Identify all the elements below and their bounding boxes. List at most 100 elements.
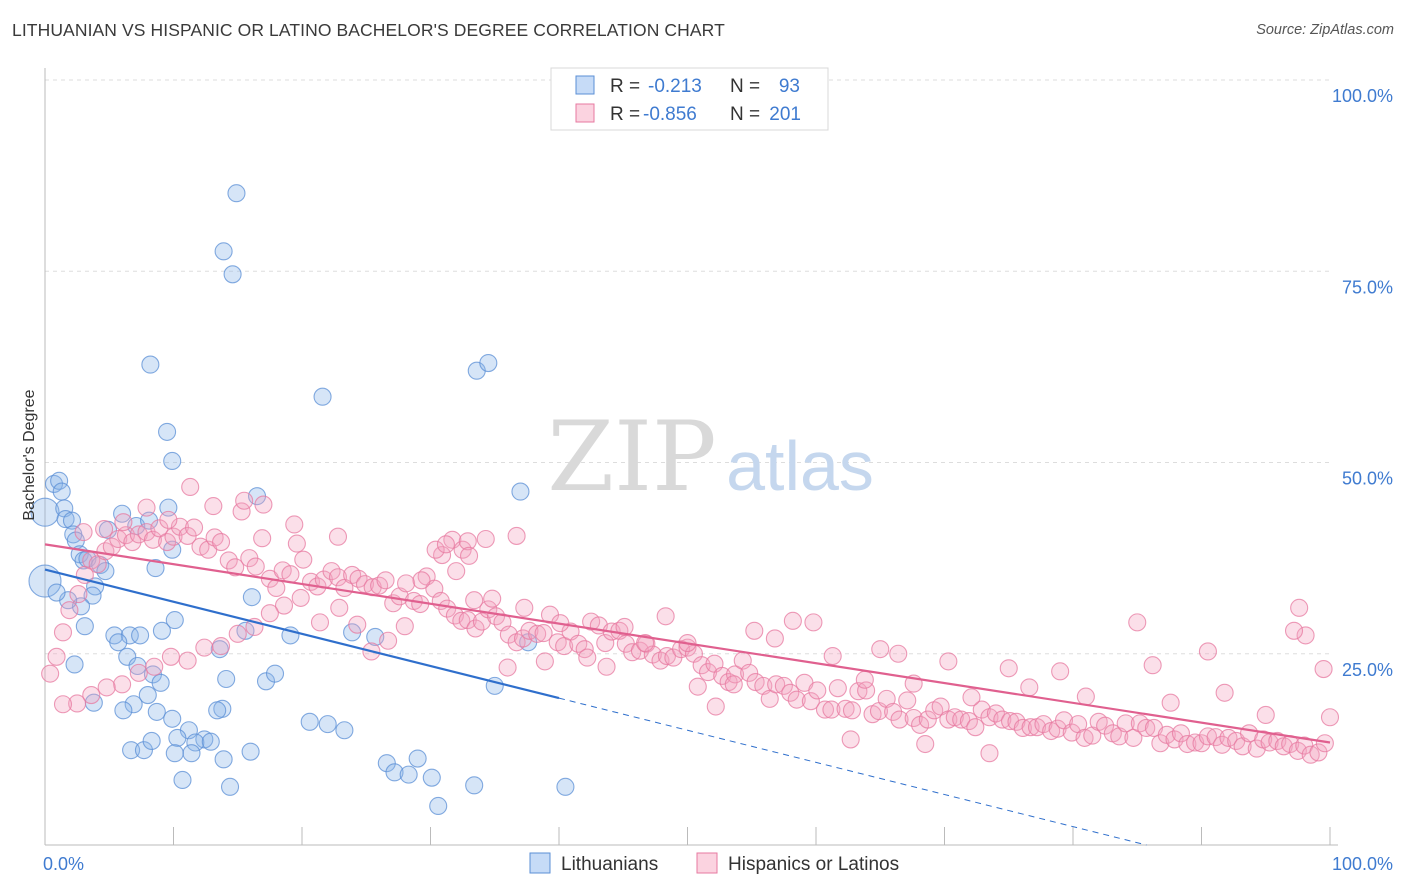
point-hispanics-222 (615, 617, 634, 637)
watermark-zip: ZIP (547, 401, 716, 513)
trend-line-lithuanians-extension (558, 697, 1147, 846)
point-hispanics-136 (972, 700, 991, 719)
point-hispanics-135 (966, 718, 985, 737)
point-lithuanians-75 (422, 768, 441, 787)
point-hispanics-264 (328, 527, 348, 546)
trend-line-lithuanians (44, 568, 560, 700)
point-hispanics-192 (1256, 705, 1275, 725)
point-hispanics-221 (636, 633, 655, 653)
point-lithuanians-50 (182, 744, 201, 763)
point-hispanics-4 (69, 585, 88, 604)
series-legend: Lithuanians Hispanics or Latinos (529, 852, 899, 875)
point-lithuanians-42 (114, 701, 133, 720)
point-hispanics-62 (466, 619, 485, 638)
point-hispanics-262 (459, 546, 479, 565)
point-lithuanians-3 (50, 471, 69, 490)
point-hispanics-230 (465, 591, 484, 610)
point-hispanics-102 (740, 663, 759, 682)
point-lithuanians-36 (118, 647, 137, 666)
point-lithuanians-33 (152, 621, 171, 640)
point-hispanics-26 (219, 551, 238, 570)
point-lithuanians-32 (131, 626, 150, 645)
stats-r-label-0: R = (610, 76, 640, 97)
point-hispanics-12 (123, 533, 142, 552)
point-lithuanians-21 (65, 655, 84, 674)
point-lithuanians-46 (168, 728, 187, 747)
point-hispanics-108 (781, 683, 800, 702)
point-hispanics-244 (228, 624, 247, 643)
point-hispanics-106 (767, 675, 786, 694)
point-lithuanians-67 (318, 715, 337, 734)
point-lithuanians-87 (214, 242, 233, 261)
stats-r-value-0: -0.213 (648, 76, 702, 97)
point-lithuanians-76 (429, 796, 448, 816)
point-hispanics-218 (688, 677, 707, 696)
stats-n-value-1: 201 (769, 104, 801, 125)
point-lithuanians-57 (220, 777, 240, 796)
point-lithuanians-1 (28, 564, 62, 598)
point-hispanics-195 (1161, 693, 1180, 712)
y-tick-label-0: 25.0% (1342, 660, 1393, 680)
point-lithuanians-28 (146, 559, 165, 578)
point-hispanics-231 (447, 562, 466, 581)
point-hispanics-193 (1215, 683, 1234, 702)
point-hispanics-18 (164, 527, 183, 546)
point-lithuanians-68 (335, 721, 354, 740)
point-hispanics-37 (294, 550, 313, 569)
x-tick-label-1: 100.0% (1332, 854, 1393, 874)
point-hispanics-15 (143, 530, 162, 549)
point-hispanics-35 (281, 565, 300, 584)
stats-r-value-1: -0.856 (643, 104, 697, 125)
point-lithuanians-66 (300, 712, 319, 731)
stats-n-label-1: N = (730, 104, 760, 125)
point-hispanics-0 (41, 664, 60, 683)
point-hispanics-233 (412, 571, 431, 590)
point-lithuanians-84 (141, 355, 160, 374)
point-hispanics-211 (823, 646, 842, 666)
point-hispanics-190 (1290, 598, 1309, 617)
point-lithuanians-89 (227, 184, 246, 203)
point-hispanics-253 (82, 686, 101, 705)
point-hispanics-166 (1178, 734, 1197, 754)
point-hispanics-60 (452, 611, 471, 630)
point-lithuanians-88 (223, 265, 242, 284)
point-hispanics-3 (60, 601, 79, 620)
point-hispanics-268 (204, 497, 223, 516)
point-lithuanians-73 (408, 749, 427, 768)
point-hispanics-201 (999, 659, 1018, 678)
point-hispanics-30 (246, 557, 265, 576)
point-hispanics-214 (765, 629, 784, 648)
point-hispanics-100 (725, 665, 745, 684)
point-lithuanians-49 (201, 732, 220, 751)
point-hispanics-257 (426, 540, 445, 559)
point-hispanics-234 (395, 617, 414, 636)
point-lithuanians-51 (165, 744, 184, 763)
stats-legend-box (550, 67, 829, 131)
point-hispanics-169 (1198, 727, 1217, 746)
point-hispanics-239 (310, 613, 330, 632)
point-lithuanians-85 (158, 422, 177, 441)
source-label: Source: ZipAtlas.com (1256, 22, 1394, 38)
point-hispanics-157 (1116, 714, 1135, 733)
point-lithuanians-62 (242, 588, 261, 607)
stats-n-value-0: 93 (779, 76, 800, 97)
stats-r-label-1: R = (610, 104, 640, 125)
point-lithuanians-44 (163, 709, 182, 728)
point-hispanics-189 (1296, 626, 1315, 645)
point-lithuanians-64 (265, 664, 285, 683)
point-hispanics-187 (1320, 708, 1340, 727)
point-hispanics-273 (95, 520, 114, 539)
point-lithuanians-0 (30, 497, 60, 527)
point-hispanics-223 (597, 657, 616, 676)
point-hispanics-171 (1213, 735, 1232, 754)
point-lithuanians-93 (511, 482, 530, 501)
point-hispanics-165 (1171, 724, 1190, 743)
point-hispanics-226 (535, 652, 554, 671)
point-hispanics-19 (170, 517, 189, 536)
point-hispanics-52 (397, 574, 416, 593)
series-lithuanians-points (28, 184, 575, 816)
point-hispanics-270 (159, 510, 178, 529)
point-hispanics-245 (211, 637, 231, 656)
point-lithuanians-48 (186, 733, 205, 752)
point-hispanics-42 (328, 568, 348, 587)
